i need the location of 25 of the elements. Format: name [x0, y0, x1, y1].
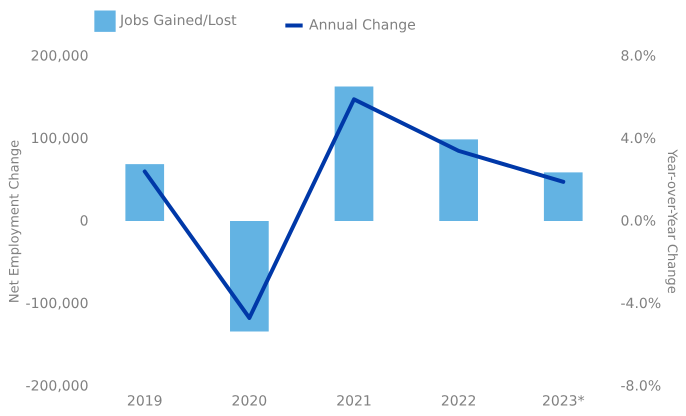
x-tick-label: 2021 — [336, 394, 372, 410]
y2-tick-label: 4.0% — [620, 131, 656, 147]
y-tick-label: 100,000 — [30, 131, 88, 147]
y-axis-title: Net Employment Change — [8, 140, 23, 304]
legend-label: Annual Change — [309, 18, 416, 34]
bar — [334, 86, 374, 221]
y-tick-label: 0 — [80, 214, 88, 230]
y2-tick-label: -8.0% — [620, 378, 662, 394]
line-series — [142, 97, 566, 320]
y2-tick-label: 8.0% — [620, 48, 656, 64]
x-tick-label: 2022 — [440, 394, 476, 410]
y2-axis-title: Year-over-Year Change — [664, 148, 680, 294]
x-tick-label: 2020 — [232, 394, 268, 410]
y2-tick-label: -4.0% — [620, 296, 662, 312]
bar — [544, 172, 583, 221]
y2-tick-label: 0.0% — [620, 214, 656, 230]
x-tick-label: 2019 — [126, 394, 163, 410]
bar — [230, 221, 269, 332]
legend-label: Jobs Gained/Lost — [119, 13, 238, 30]
bar — [125, 164, 164, 221]
y-tick-label: 200,000 — [30, 48, 88, 64]
y-tick-label: -100,000 — [26, 296, 88, 312]
bar — [439, 139, 478, 221]
x-tick-label: 2023* — [542, 394, 585, 410]
y-tick-label: -200,000 — [26, 378, 88, 394]
